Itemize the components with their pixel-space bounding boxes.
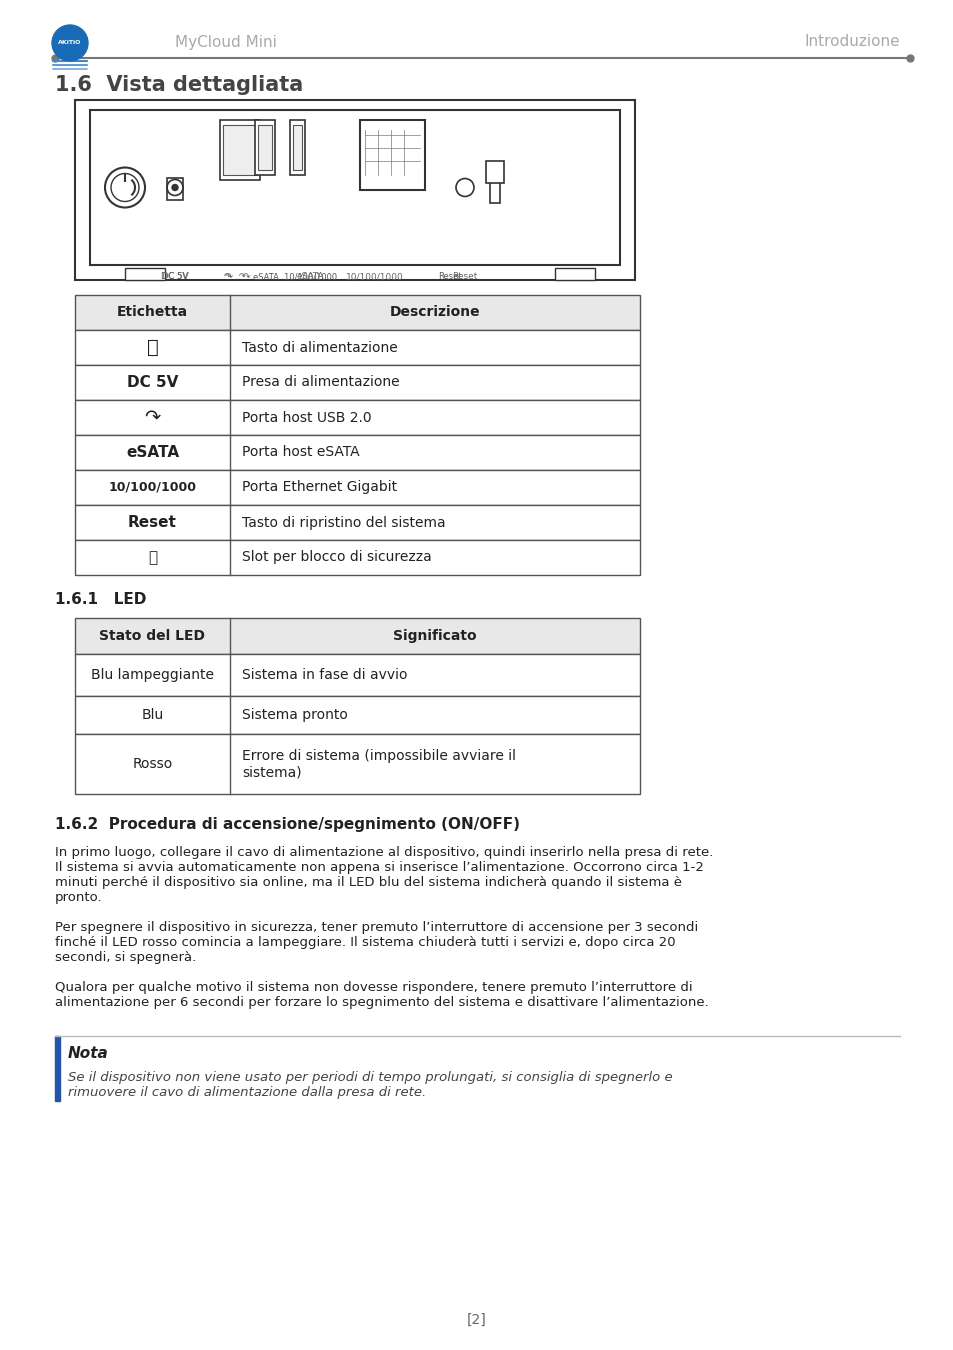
Text: Sistema in fase di avvio: Sistema in fase di avvio [242, 668, 407, 682]
Circle shape [52, 26, 88, 61]
Text: Presa di alimentazione: Presa di alimentazione [242, 375, 399, 390]
Text: Descrizione: Descrizione [389, 305, 479, 320]
Text: ↷   ↷: ↷ ↷ [225, 271, 251, 282]
Bar [257, 126, 272, 170]
Bar [167, 177, 183, 200]
Text: Porta host USB 2.0: Porta host USB 2.0 [242, 410, 372, 424]
Bar [75, 734, 639, 794]
Text: eSATA  10/100/1000: eSATA 10/100/1000 [253, 271, 336, 281]
Bar [485, 161, 503, 182]
Bar [254, 120, 274, 176]
Bar [75, 697, 639, 734]
Bar [75, 618, 639, 653]
Text: AKiTiO: AKiTiO [58, 40, 82, 46]
Text: Rosso: Rosso [132, 757, 172, 771]
Text: Se il dispositivo non viene usato per periodi di tempo prolungati, si consiglia : Se il dispositivo non viene usato per pe… [68, 1071, 672, 1099]
Text: ↷   ↷: ↷ ↷ [224, 271, 246, 281]
Bar [75, 296, 639, 329]
Bar [75, 400, 639, 435]
Bar [125, 269, 165, 279]
Text: Etichetta: Etichetta [117, 305, 188, 320]
Text: Errore di sistema (impossibile avviare il
sistema): Errore di sistema (impossibile avviare i… [242, 749, 516, 779]
Text: 1.6.1   LED: 1.6.1 LED [55, 593, 146, 608]
Bar [293, 126, 302, 170]
Bar [75, 364, 639, 400]
Text: 1.6.2  Procedura di accensione/spegnimento (ON/OFF): 1.6.2 Procedura di accensione/spegniment… [55, 817, 519, 832]
Text: Introduzione: Introduzione [803, 35, 899, 50]
Text: Reset: Reset [452, 271, 477, 281]
Text: eSATA: eSATA [295, 271, 323, 281]
Text: MyCloud Mini: MyCloud Mini [174, 35, 276, 50]
Text: Stato del LED: Stato del LED [99, 629, 205, 643]
Bar [290, 120, 305, 176]
Bar [55, 1035, 60, 1102]
Bar [75, 435, 639, 470]
Text: Per spegnere il dispositivo in sicurezza, tener premuto l’interruttore di accens: Per spegnere il dispositivo in sicurezza… [55, 921, 698, 964]
Text: 10/100/1000: 10/100/1000 [109, 481, 196, 494]
Text: Significato: Significato [393, 629, 476, 643]
Text: Tasto di alimentazione: Tasto di alimentazione [242, 340, 397, 355]
Bar [75, 100, 635, 279]
Text: Porta host eSATA: Porta host eSATA [242, 446, 359, 459]
Text: Reset: Reset [437, 271, 461, 281]
Text: Blu: Blu [141, 707, 164, 722]
Bar [75, 505, 639, 540]
Text: Nota: Nota [68, 1046, 109, 1061]
Text: DC 5V: DC 5V [162, 271, 188, 281]
Text: Sistema pronto: Sistema pronto [242, 707, 348, 722]
Bar [220, 120, 260, 180]
Bar [75, 470, 639, 505]
Text: Blu lampeggiante: Blu lampeggiante [91, 668, 213, 682]
Text: Qualora per qualche motivo il sistema non dovesse rispondere, tenere premuto l’i: Qualora per qualche motivo il sistema no… [55, 981, 708, 1008]
Text: Reset: Reset [128, 514, 176, 531]
Text: ↷: ↷ [144, 408, 160, 427]
Bar [75, 329, 639, 364]
Text: 🔒: 🔒 [148, 549, 157, 566]
Text: [2]: [2] [467, 1314, 486, 1327]
Bar [490, 173, 499, 202]
Text: Porta Ethernet Gigabit: Porta Ethernet Gigabit [242, 481, 396, 494]
Bar [75, 653, 639, 697]
Bar [223, 126, 256, 176]
Bar [75, 540, 639, 575]
Text: In primo luogo, collegare il cavo di alimentazione al dispositivo, quindi inseri: In primo luogo, collegare il cavo di ali… [55, 846, 713, 905]
Text: eSATA: eSATA [126, 446, 179, 460]
Text: ⏻: ⏻ [147, 338, 158, 356]
Text: 10/100/1000: 10/100/1000 [346, 271, 403, 281]
Text: 1.6  Vista dettagliata: 1.6 Vista dettagliata [55, 76, 303, 95]
Text: Slot per blocco di sicurezza: Slot per blocco di sicurezza [242, 551, 432, 564]
Circle shape [172, 185, 178, 190]
Bar [359, 120, 424, 190]
Text: Tasto di ripristino del sistema: Tasto di ripristino del sistema [242, 516, 445, 529]
Bar [90, 109, 619, 265]
Text: DC 5V: DC 5V [127, 375, 178, 390]
Text: DC 5V: DC 5V [161, 271, 189, 281]
Bar [555, 269, 595, 279]
